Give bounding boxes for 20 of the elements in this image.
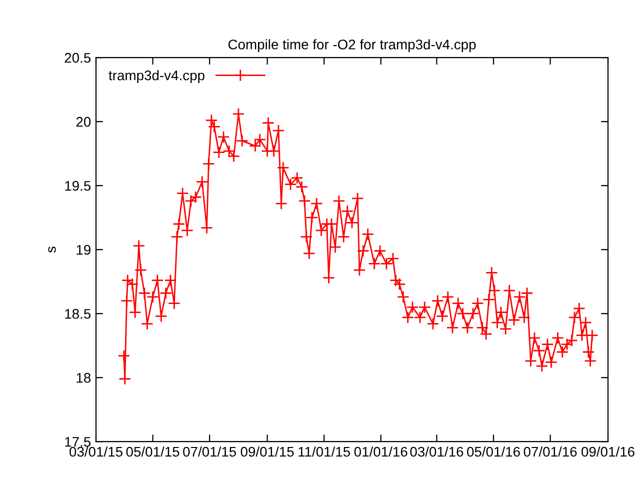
x-tick-label: 11/01/15 xyxy=(298,446,350,457)
x-tick-label: 07/01/16 xyxy=(524,446,577,457)
y-tick-label: 18.5 xyxy=(65,308,91,319)
legend-label: tramp3d-v4.cpp xyxy=(108,70,204,84)
x-tick-label: 09/01/16 xyxy=(582,446,634,457)
y-tick-label: 19.5 xyxy=(65,180,91,191)
y-axis-title: s xyxy=(48,246,56,253)
y-tick-label: 17.5 xyxy=(65,437,91,447)
y-tick-label: 20 xyxy=(76,116,91,127)
x-tick-label: 05/01/15 xyxy=(126,446,180,457)
chart-title: Compile time for -O2 for tramp3d-v4.cpp xyxy=(228,39,476,52)
y-tick-label: 18 xyxy=(76,372,91,383)
y-tick-label: 19 xyxy=(76,244,90,255)
x-tick-label: 03/01/16 xyxy=(410,446,464,457)
x-tick-label: 09/01/15 xyxy=(240,446,294,457)
y-tick-label: 20.5 xyxy=(64,52,91,63)
x-tick-label: 01/01/16 xyxy=(354,446,408,457)
x-tick-label: 03/01/15 xyxy=(70,446,122,457)
x-tick-label: 07/01/15 xyxy=(183,446,236,457)
x-tick-label: 05/01/16 xyxy=(467,446,520,457)
